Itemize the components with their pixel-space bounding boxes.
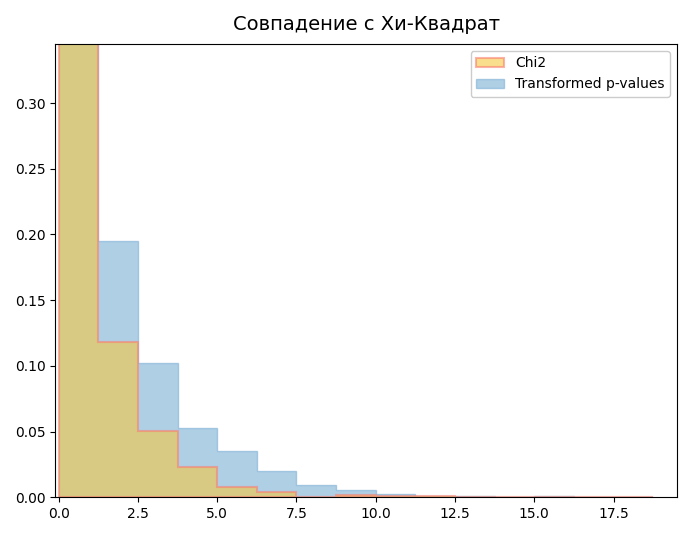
Polygon shape (59, 5, 653, 497)
Title: Совпадение с Хи-Квадрат: Совпадение с Хи-Квадрат (233, 15, 500, 34)
Legend: Chi2, Transformed p-values: Chi2, Transformed p-values (471, 51, 670, 97)
Polygon shape (59, 0, 653, 497)
